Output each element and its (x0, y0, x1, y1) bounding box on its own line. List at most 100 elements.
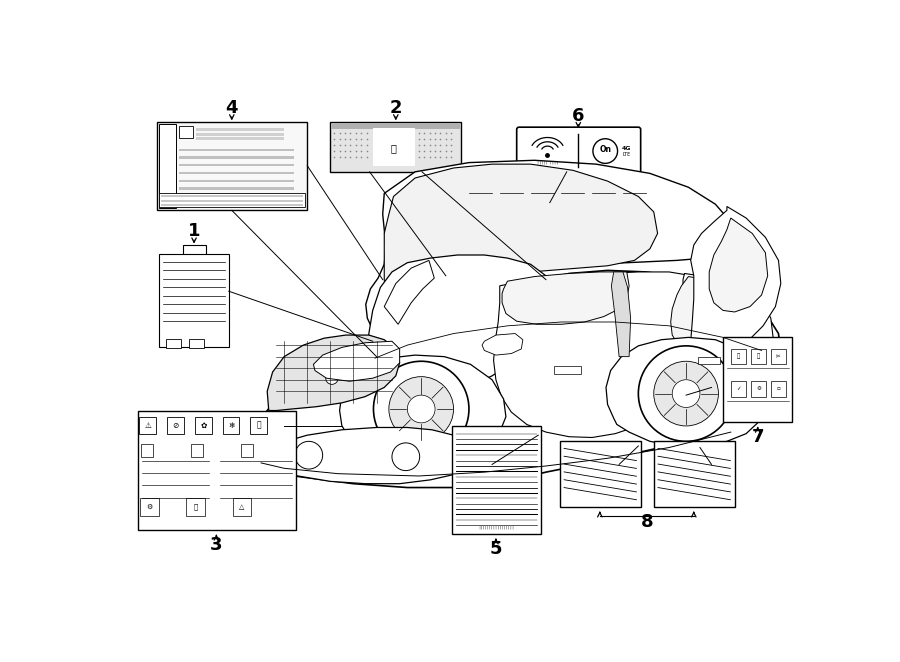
FancyBboxPatch shape (517, 127, 641, 174)
Polygon shape (257, 428, 477, 484)
Bar (161, 204, 303, 207)
Text: 6: 6 (572, 107, 584, 124)
Bar (166, 339, 181, 348)
Bar (179, 156, 294, 159)
Bar (189, 339, 204, 348)
Bar (250, 416, 267, 434)
Bar (452, 426, 541, 534)
Bar (186, 498, 205, 516)
Polygon shape (493, 272, 701, 438)
Polygon shape (183, 245, 205, 257)
Bar (731, 349, 746, 364)
Bar (723, 338, 792, 422)
Bar (770, 349, 787, 364)
Circle shape (593, 139, 617, 164)
Text: 🔊: 🔊 (737, 354, 740, 359)
Bar (159, 193, 305, 207)
Bar (653, 442, 734, 507)
Bar (141, 444, 153, 457)
Polygon shape (313, 341, 400, 381)
Text: ✓: ✓ (736, 387, 741, 391)
Bar (140, 498, 158, 516)
Polygon shape (658, 273, 773, 432)
Text: On: On (599, 145, 611, 154)
Text: 4: 4 (226, 99, 238, 117)
Text: ✿: ✿ (200, 420, 206, 430)
Bar (241, 444, 254, 457)
Text: |||||||||||||||||: ||||||||||||||||| (478, 526, 514, 530)
Text: ⚙: ⚙ (147, 504, 152, 510)
Polygon shape (396, 345, 438, 371)
Bar (560, 442, 641, 507)
Bar (195, 128, 284, 131)
Bar (195, 137, 284, 140)
Bar (179, 172, 294, 174)
Circle shape (672, 380, 700, 407)
Text: ▫: ▫ (777, 387, 780, 391)
Text: ⚙: ⚙ (756, 387, 760, 391)
Bar (179, 187, 294, 189)
Bar (179, 179, 294, 182)
Bar (195, 132, 284, 136)
Text: 1: 1 (188, 222, 201, 240)
Bar (698, 357, 720, 363)
Circle shape (653, 361, 718, 426)
Text: 🚗: 🚗 (194, 504, 198, 510)
Circle shape (392, 443, 419, 471)
Polygon shape (403, 355, 435, 377)
Polygon shape (502, 272, 629, 324)
Polygon shape (339, 355, 506, 453)
Polygon shape (384, 164, 658, 322)
Bar (191, 444, 203, 457)
Polygon shape (384, 260, 435, 324)
Text: ||||| ||||: ||||| |||| (537, 161, 558, 165)
Bar (179, 149, 294, 151)
Bar (158, 122, 307, 211)
Bar (161, 195, 303, 197)
Bar (222, 416, 239, 434)
Circle shape (408, 395, 435, 423)
Text: 📋: 📋 (757, 354, 760, 359)
Circle shape (638, 346, 734, 442)
Bar (159, 254, 229, 347)
Text: 🦌: 🦌 (391, 143, 396, 153)
Bar (770, 381, 787, 397)
Bar (332, 123, 460, 130)
Text: 📖: 📖 (256, 420, 261, 430)
Circle shape (374, 361, 469, 457)
Bar (330, 122, 461, 172)
Text: 5: 5 (490, 540, 502, 558)
Bar (167, 416, 184, 434)
Polygon shape (611, 272, 631, 357)
Bar (140, 416, 157, 434)
Bar (731, 381, 746, 397)
Polygon shape (709, 218, 768, 312)
Bar (194, 416, 212, 434)
Bar (161, 199, 303, 202)
Bar (373, 128, 415, 166)
Polygon shape (255, 270, 783, 487)
Bar (751, 349, 766, 364)
Polygon shape (690, 207, 781, 372)
Text: ✂: ✂ (776, 354, 781, 359)
Circle shape (389, 377, 454, 442)
Polygon shape (670, 277, 754, 350)
Text: 7: 7 (752, 428, 764, 446)
Text: ❄: ❄ (228, 420, 234, 430)
Polygon shape (482, 334, 523, 355)
Bar (751, 381, 766, 397)
Text: 2: 2 (390, 99, 402, 117)
Polygon shape (267, 335, 400, 410)
Circle shape (326, 372, 338, 385)
Text: △: △ (239, 504, 245, 510)
Bar (179, 126, 193, 138)
Text: 4G: 4G (622, 146, 632, 151)
Text: LTE: LTE (623, 152, 631, 158)
Bar (159, 124, 176, 208)
Bar (232, 498, 251, 516)
Polygon shape (606, 338, 765, 446)
Bar (554, 366, 580, 373)
Polygon shape (369, 255, 550, 391)
Text: 3: 3 (210, 536, 222, 554)
Text: ⚠: ⚠ (144, 420, 151, 430)
